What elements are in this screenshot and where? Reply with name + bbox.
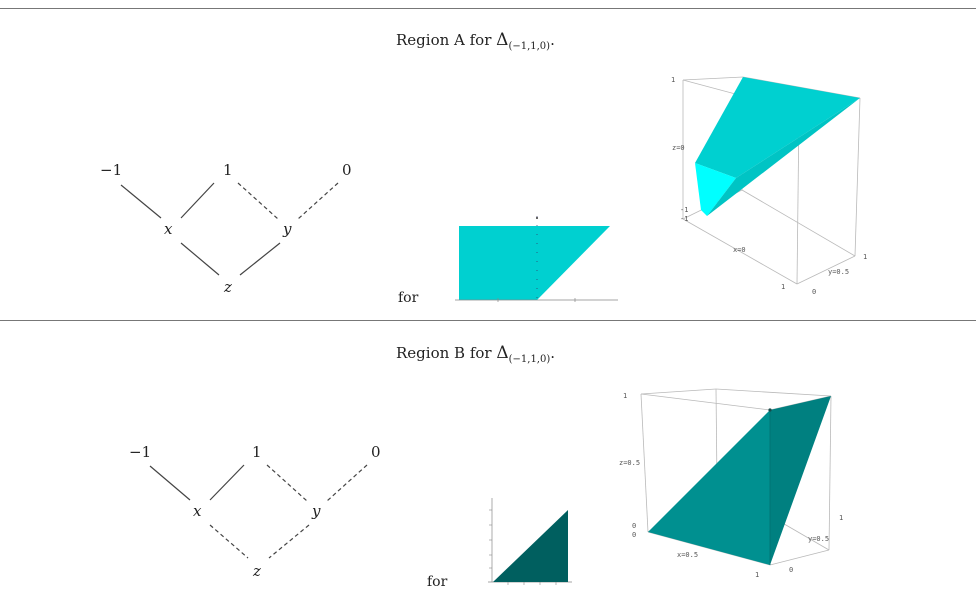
edge-a-y-z: [239, 242, 281, 276]
region-b-2d-shape: [493, 510, 568, 582]
poset-a-z: z: [223, 278, 232, 296]
region-b-title: Region B for Δ(−1,1,0).: [396, 343, 555, 365]
region-b-title-prefix: Region B for: [396, 344, 497, 362]
poset-b-x: x: [193, 502, 202, 520]
top-rule: [0, 8, 976, 9]
poset-a-y: y: [282, 220, 292, 238]
edge-b-x-z: [209, 524, 249, 559]
region-a-subscript: (−1,1,0): [508, 41, 551, 52]
poset-b-top-right: 0: [371, 443, 381, 461]
region-b-2d-ticks: [489, 509, 557, 585]
region-a-3d-x-label: x=0: [733, 246, 746, 254]
region-b-3d-y-label: y=0.5: [808, 535, 829, 543]
region-b-3d-x-tick1: 1: [755, 571, 759, 579]
poset-a-top-left: −1: [100, 161, 122, 179]
region-b-3d-z-low1: 0: [632, 522, 636, 530]
edge-b-1-y: [266, 464, 308, 502]
region-b-for-label: for: [427, 574, 448, 590]
region-a-3d-z-top: 1: [671, 76, 675, 84]
region-b-3d-left-face: [648, 410, 770, 565]
poset-b-top-left: −1: [129, 443, 151, 461]
edge-b-1-x: [209, 464, 245, 501]
region-b-3d-y-max: 1: [839, 514, 843, 522]
region-b-3d-z-low2: 0: [632, 531, 636, 539]
region-a-2d-dot: [536, 217, 538, 219]
region-a-3d-slope-face: [707, 98, 860, 216]
edge-a-1-y: [237, 182, 279, 220]
edge-a-x-z: [180, 242, 220, 276]
region-b-3d-z-top: 1: [623, 392, 627, 400]
edge-a-neg1-x: [120, 184, 162, 219]
edge-b-neg1-x: [149, 465, 191, 501]
region-b-3d-x-label: x=0.5: [677, 551, 698, 559]
region-a-2d-shape: [459, 226, 610, 300]
region-b-3d-vertex: [768, 408, 772, 412]
middle-rule: [0, 320, 976, 321]
region-a-3d-top-face: [695, 77, 860, 178]
region-a-3d-z-low2: -1: [680, 215, 688, 223]
region-a-3d-y-label: y=0.5: [828, 268, 849, 276]
region-b-3d-x-tick0: 0: [789, 566, 793, 574]
poset-b-z: z: [252, 562, 261, 580]
region-a-3d-x-tick0: 0: [812, 288, 816, 296]
region-a-3d-x-tick1: 1: [781, 283, 785, 291]
poset-b-top-mid: 1: [252, 443, 262, 461]
region-a-3d-z-mid: z=0: [672, 144, 685, 152]
poset-a-x: x: [164, 220, 173, 238]
region-a-delta: Δ: [496, 30, 509, 50]
region-a-3d-front-face: [695, 163, 736, 216]
region-b-delta: Δ: [496, 343, 509, 363]
region-a-3d-y-max: 1: [863, 253, 867, 261]
region-a-3d-z-low1: -1: [680, 206, 688, 214]
poset-a-top-right: 0: [342, 161, 352, 179]
poset-a-top-mid: 1: [223, 161, 233, 179]
poset-b-y: y: [311, 502, 321, 520]
region-b-subscript: (−1,1,0): [508, 354, 551, 365]
region-b-title-suffix: .: [550, 344, 556, 362]
region-b-3d-right-face: [770, 396, 831, 565]
region-b-3d-z-mid: z=0.5: [619, 459, 640, 467]
edge-b-y-z: [268, 524, 310, 559]
edge-a-1-x: [180, 182, 215, 219]
edge-b-0-y: [326, 464, 368, 502]
edge-a-0-y: [297, 182, 339, 220]
region-a-title-prefix: Region A for: [396, 31, 497, 49]
region-a-for-label: for: [398, 290, 419, 306]
region-a-title: Region A for Δ(−1,1,0).: [396, 30, 555, 52]
region-a-title-suffix: .: [550, 31, 555, 49]
